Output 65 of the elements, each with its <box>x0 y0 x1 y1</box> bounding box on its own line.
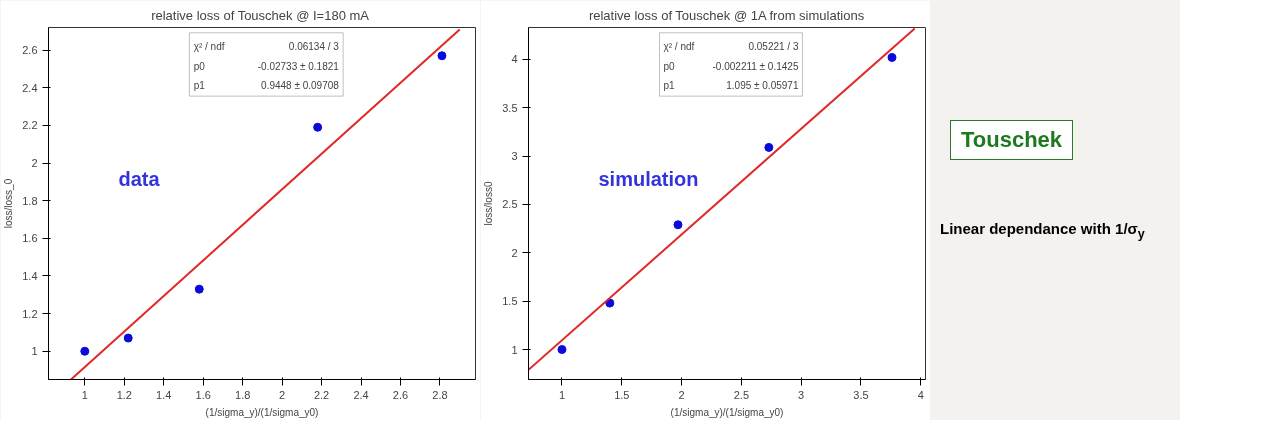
x-tick-label: 1.2 <box>116 388 132 401</box>
y-tick-label: 4 <box>511 53 518 66</box>
y-tick-label: 1.2 <box>22 307 38 320</box>
point <box>557 345 567 355</box>
y-tick-label: 2.5 <box>502 198 518 211</box>
point <box>437 51 447 61</box>
annotation: -0.02733 ± 0.1821 <box>257 60 340 72</box>
y-axis-title: loss/loss_0 <box>3 178 15 229</box>
x-tick-label: 2.8 <box>432 388 448 401</box>
y-tick-label: 1.6 <box>22 232 38 245</box>
x-tick-label: 1.4 <box>156 388 172 401</box>
annotation: 0.06134 / 3 <box>288 41 340 53</box>
x-tick-label: 3 <box>798 388 805 401</box>
y-tick-label: 2.2 <box>22 119 38 132</box>
annotation: p0 <box>193 60 206 72</box>
y-tick-label: 1 <box>511 343 518 356</box>
x-axis-title: (1/sigma_y)/(1/sigma_y0) <box>670 406 784 418</box>
point <box>194 284 204 294</box>
point <box>123 333 133 343</box>
text: Linear dependance with 1/σ$_{y}$ <box>940 220 1145 241</box>
y-tick-label: 2 <box>31 157 38 170</box>
annotation: -0.002211 ± 0.1425 <box>712 60 799 72</box>
annotation: 1.095 ± 0.05971 <box>726 79 799 91</box>
y-tick-label: 1.5 <box>502 295 518 308</box>
y-tick-label: 3 <box>511 150 518 163</box>
x-tick-label: 2.5 <box>733 388 749 401</box>
point <box>887 52 897 62</box>
y-tick-label: 2.4 <box>22 81 38 94</box>
x-tick-label: 4 <box>917 388 924 401</box>
y-tick-label: 3.5 <box>502 101 518 114</box>
annotation: simulation <box>598 167 699 190</box>
x-tick-label: 1.8 <box>235 388 251 401</box>
annotation: data <box>118 167 161 190</box>
point <box>80 346 90 356</box>
x-tick-label: 3.5 <box>853 388 869 401</box>
point <box>313 122 323 132</box>
annotation: χ² / ndf <box>193 41 225 53</box>
point <box>673 220 683 230</box>
chart-title: relative loss of Touschek @ I=180 mA <box>151 7 370 23</box>
y-tick-label: 1.4 <box>22 269 38 282</box>
y-tick-label: 1 <box>31 345 38 358</box>
point <box>605 298 615 308</box>
y-axis-title: loss/loss0 <box>483 181 495 226</box>
y-tick-label: 1.8 <box>22 194 38 207</box>
point <box>764 142 774 152</box>
annotation: p1 <box>663 79 676 91</box>
x-tick-label: 2 <box>678 388 685 401</box>
annotation: p0 <box>663 60 676 72</box>
x-tick-label: 1 <box>558 388 566 401</box>
text: Touschek <box>950 120 1074 160</box>
x-tick-label: 1.6 <box>195 388 211 401</box>
x-tick-label: 2.2 <box>313 388 330 401</box>
annotation: 0.9448 ± 0.09708 <box>261 79 340 91</box>
annotation: χ² / ndf <box>663 41 695 53</box>
annotation: 0.05221 / 3 <box>748 41 799 53</box>
chart-title: relative loss of Touschek @ 1A from simulations <box>588 7 865 23</box>
y-tick-label: 2.6 <box>22 44 38 57</box>
x-tick-label: 1 <box>81 388 88 401</box>
x-axis-title: (1/sigma_y)/(1/sigma_y0) <box>205 406 319 418</box>
x-tick-label: 2 <box>279 388 286 401</box>
y-tick-label: 2 <box>511 246 518 259</box>
x-tick-label: 2.4 <box>353 388 369 401</box>
x-tick-label: 2.6 <box>392 388 409 401</box>
annotation: p1 <box>193 79 206 91</box>
x-tick-label: 1.5 <box>614 388 630 401</box>
